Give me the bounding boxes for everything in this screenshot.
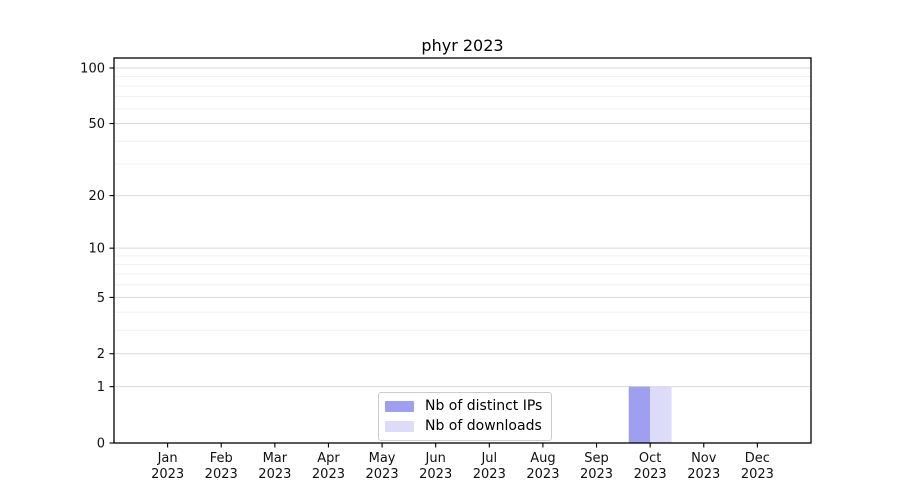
- x-tick-label-nov: Nov 2023: [687, 451, 720, 482]
- chart-title: phyr 2023: [421, 36, 504, 55]
- x-tick-label-may: May 2023: [366, 451, 399, 482]
- x-tick-label-oct: Oct 2023: [634, 451, 667, 482]
- y-tick-label-0: 0: [97, 437, 105, 452]
- y-tick-label-20: 20: [88, 189, 105, 204]
- legend-swatch-downloads: [385, 421, 414, 432]
- y-tick-label-2: 2: [97, 347, 105, 362]
- bar-distinct-ips-oct: [628, 386, 651, 443]
- y-tick-label-10: 10: [88, 242, 105, 257]
- x-tick-label-dec: Dec 2023: [741, 451, 774, 482]
- x-tick-label-sep: Sep 2023: [580, 451, 613, 482]
- y-tick-label-1: 1: [97, 380, 105, 395]
- x-tick-label-jun: Jun 2023: [419, 451, 452, 482]
- legend-item-distinct-ips: Nb of distinct IPs: [385, 398, 542, 415]
- y-tick-label-100: 100: [80, 62, 105, 77]
- legend-swatch-distinct-ips: [385, 401, 414, 412]
- axes-spines: [113, 57, 812, 444]
- x-tick-label-apr: Apr 2023: [312, 451, 345, 482]
- x-tick-label-jul: Jul 2023: [473, 451, 506, 482]
- legend-item-downloads: Nb of downloads: [385, 418, 542, 435]
- x-tick-label-mar: Mar 2023: [258, 451, 291, 482]
- x-tick-label-jan: Jan 2023: [151, 451, 184, 482]
- x-tick-label-feb: Feb 2023: [205, 451, 238, 482]
- bar-downloads-oct: [650, 386, 672, 443]
- x-tick-label-aug: Aug 2023: [526, 451, 559, 482]
- y-tick-label-50: 50: [88, 117, 105, 132]
- y-tick-label-5: 5: [97, 291, 105, 306]
- legend-label-distinct-ips: Nb of distinct IPs: [425, 398, 543, 414]
- legend: Nb of distinct IPs Nb of downloads: [378, 392, 553, 441]
- legend-label-downloads: Nb of downloads: [425, 418, 542, 434]
